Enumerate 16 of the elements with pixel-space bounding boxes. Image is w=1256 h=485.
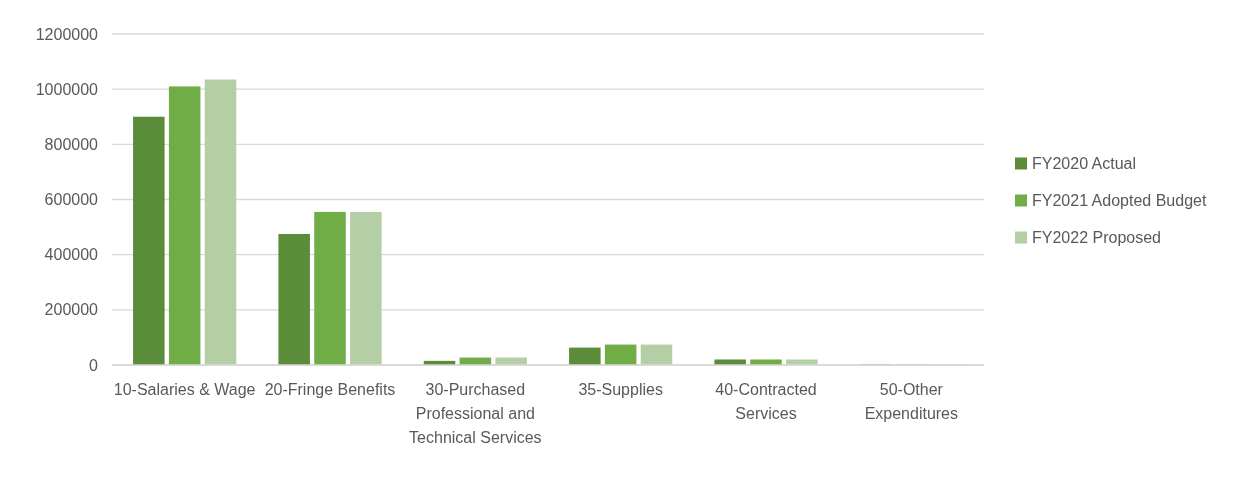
y-tick-label: 400000 — [44, 246, 99, 264]
y-tick-label: 800000 — [44, 135, 99, 153]
x-tick-label: 50-Other Expenditures — [864, 381, 959, 422]
x-tick-label: 30-Purchased Professional and Technical Services — [409, 381, 542, 446]
x-tick-label: 40-Contracted Services — [715, 381, 817, 422]
y-tick-label: 600000 — [44, 191, 99, 209]
legend-label: FY2021 Adopted Budget — [1032, 192, 1207, 210]
x-tick-label: 20-Fringe Benefits — [264, 381, 396, 398]
legend-label: FY2022 Proposed — [1032, 229, 1161, 247]
y-tick-label: 200000 — [44, 301, 99, 319]
x-tick-label: 35-Supplies — [578, 381, 663, 398]
x-tick-label: 10-Salaries & Wage — [113, 381, 256, 398]
y-tick-label: 1200000 — [35, 25, 99, 43]
y-tick-label: 1000000 — [35, 80, 99, 98]
legend-label: FY2020 Actual — [1032, 155, 1137, 173]
y-tick-label: 0 — [89, 356, 99, 374]
